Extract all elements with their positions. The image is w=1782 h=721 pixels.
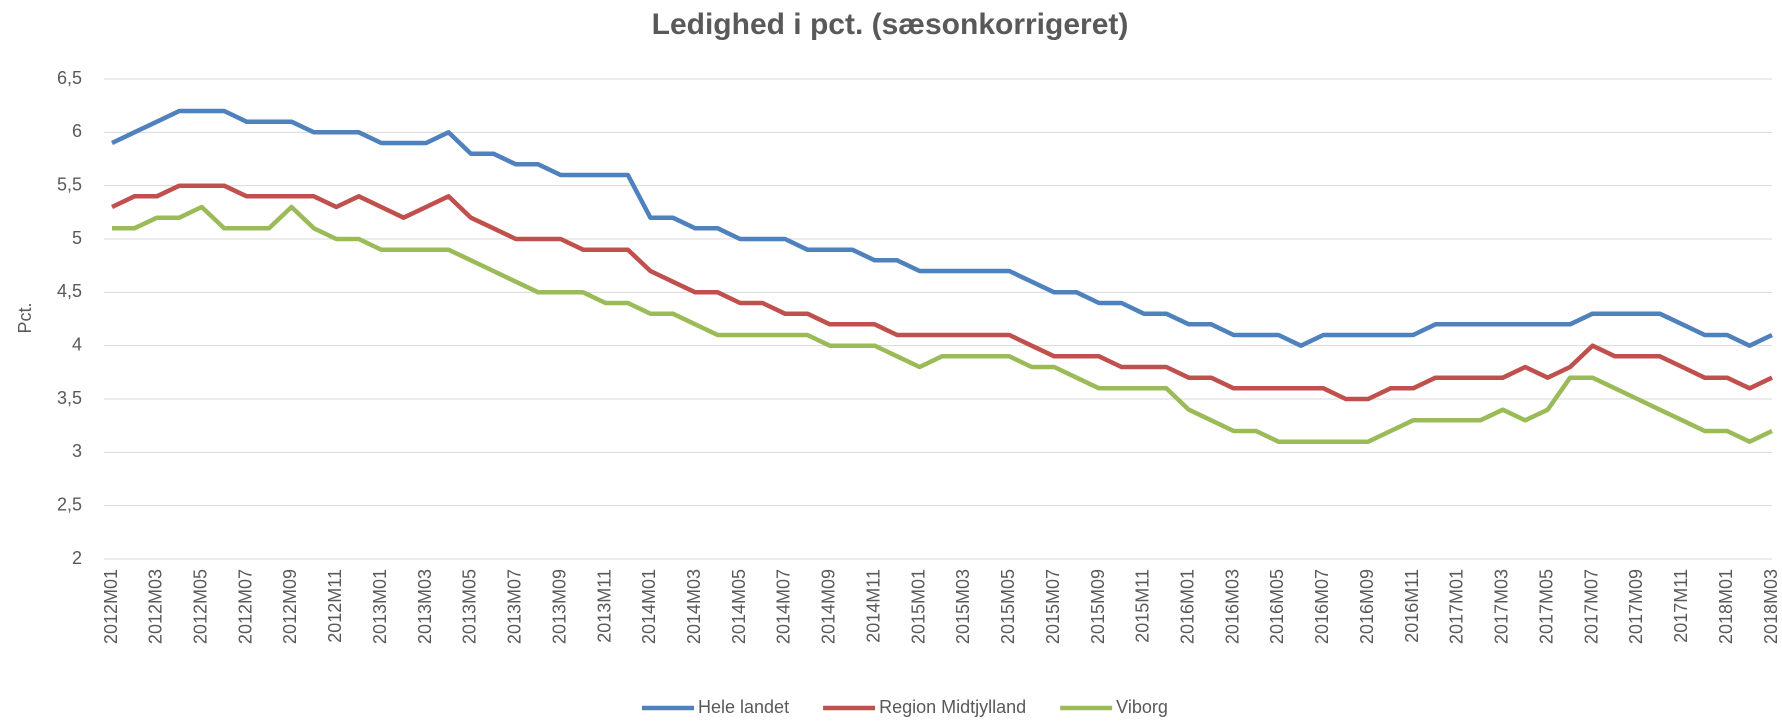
- x-tick-label: 2014M11: [863, 569, 883, 643]
- x-tick-label: 2017M09: [1626, 569, 1646, 644]
- page: Ledighed i pct. (sæsonkorrigeret) Pct. 2…: [0, 0, 1782, 721]
- x-tick-label: 2015M05: [998, 569, 1018, 644]
- y-tick-label: 4: [72, 334, 82, 354]
- x-tick-label: 2016M03: [1222, 569, 1242, 644]
- y-axis-label: Pct.: [15, 302, 35, 333]
- x-tick-label: 2013M09: [549, 569, 569, 644]
- x-tick-label: 2012M09: [280, 569, 300, 644]
- x-tick-label: 2013M07: [505, 569, 525, 644]
- y-tick-label: 6: [72, 121, 82, 141]
- x-tick-label: 2014M07: [774, 569, 794, 644]
- x-tick-label: 2012M11: [325, 569, 345, 643]
- x-tick-label: 2013M03: [415, 569, 435, 644]
- y-tick-label: 5,5: [57, 174, 82, 194]
- x-tick-label: 2015M01: [908, 569, 928, 644]
- x-tick-label: 2013M01: [370, 569, 390, 644]
- legend-label: Region Midtjylland: [879, 697, 1026, 717]
- x-tick-label: 2014M09: [819, 569, 839, 644]
- x-tick-label: 2017M05: [1536, 569, 1556, 644]
- x-tick-label: 2013M05: [460, 569, 480, 644]
- x-tick-label: 2012M07: [235, 569, 255, 644]
- legend-label: Viborg: [1116, 697, 1168, 717]
- y-tick-label: 3: [72, 441, 82, 461]
- x-tick-label: 2016M07: [1312, 569, 1332, 644]
- x-tick-label: 2015M11: [1133, 569, 1153, 643]
- line-series: [112, 111, 1772, 346]
- x-tick-label: 2014M03: [684, 569, 704, 644]
- x-tick-label: 2017M01: [1447, 569, 1467, 644]
- y-tick-label: 2: [72, 548, 82, 568]
- x-tick-label: 2017M07: [1581, 569, 1601, 644]
- x-tick-label: 2012M03: [146, 569, 166, 644]
- chart: Ledighed i pct. (sæsonkorrigeret) Pct. 2…: [0, 0, 1782, 721]
- x-tick-label: 2015M09: [1088, 569, 1108, 644]
- x-tick-label: 2016M11: [1402, 569, 1422, 643]
- chart-title: Ledighed i pct. (sæsonkorrigeret): [652, 8, 1129, 41]
- x-tick-label: 2016M05: [1267, 569, 1287, 644]
- y-tick-label: 6,5: [57, 68, 82, 88]
- y-tick-label: 4,5: [57, 281, 82, 301]
- x-tick-label: 2017M11: [1671, 569, 1691, 643]
- x-tick-label: 2016M09: [1357, 569, 1377, 644]
- x-tick-label: 2017M03: [1492, 569, 1512, 644]
- x-tick-label: 2013M11: [594, 569, 614, 643]
- x-tick-label: 2018M01: [1716, 569, 1736, 644]
- x-tick-label: 2014M05: [729, 569, 749, 644]
- x-tick-label: 2015M07: [1043, 569, 1063, 644]
- y-tick-label: 2,5: [57, 494, 82, 514]
- legend-label: Hele landet: [698, 697, 789, 717]
- x-tick-label: 2018M03: [1761, 569, 1781, 644]
- y-tick-label: 3,5: [57, 388, 82, 408]
- x-tick-label: 2015M03: [953, 569, 973, 644]
- x-tick-label: 2014M01: [639, 569, 659, 644]
- x-tick-label: 2012M05: [190, 569, 210, 644]
- x-tick-label: 2016M01: [1178, 569, 1198, 644]
- x-tick-label: 2012M01: [101, 569, 121, 644]
- y-tick-label: 5: [72, 228, 82, 248]
